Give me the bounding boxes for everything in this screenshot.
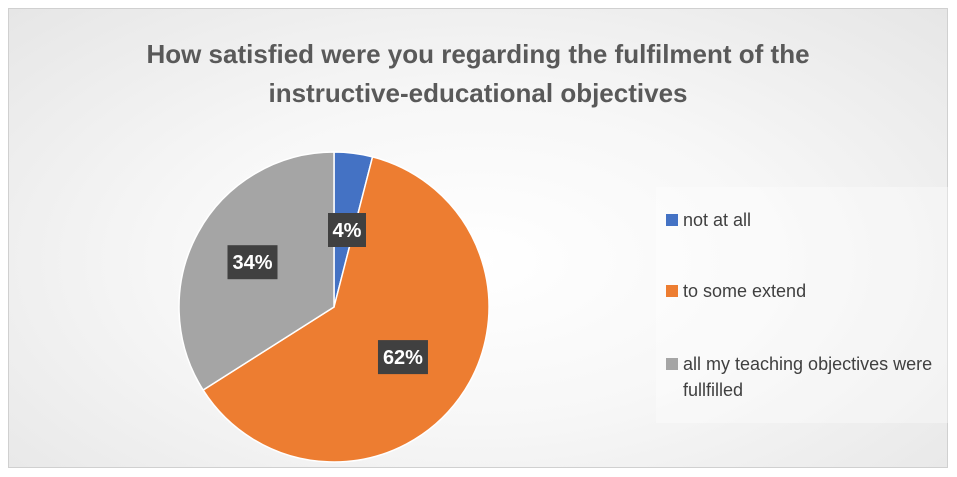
pie-data-labels: 4% 62% 34% <box>227 213 428 375</box>
legend: not at all to some extend all my teachin… <box>656 187 957 423</box>
legend-label: not at all <box>683 210 752 230</box>
data-label-text: 62% <box>383 347 423 369</box>
pie-chart: 4% 62% 34% <box>178 151 490 463</box>
legend-swatch-to-some-extend <box>666 285 678 297</box>
chart-title: How satisfied were you regarding the ful… <box>146 39 810 108</box>
legend-label: all my teaching objectives were fullfill… <box>683 354 933 400</box>
chart-area: How satisfied were you regarding the ful… <box>8 8 957 468</box>
legend-label: to some extend <box>683 281 807 301</box>
data-label-box <box>227 245 278 280</box>
data-label-box <box>377 340 428 375</box>
data-label-all-objectives-fulfilled: 34% <box>227 245 278 280</box>
legend-swatch-all-objectives-fulfilled <box>666 358 678 370</box>
data-label-text: 4% <box>333 220 362 242</box>
legend-item-not-at-all: not at all <box>666 207 953 233</box>
data-label-text: 34% <box>232 252 272 274</box>
legend-item-all-objectives-fulfilled: all my teaching objectives were fullfill… <box>666 351 953 403</box>
pie-slices <box>178 151 490 463</box>
data-label-box <box>328 213 366 247</box>
data-label-to-some-extend: 62% <box>377 340 428 375</box>
data-label-not-at-all: 4% <box>328 213 366 247</box>
legend-swatch-not-at-all <box>666 214 678 226</box>
legend-item-to-some-extend: to some extend <box>666 278 953 304</box>
pie-slice-to-some-extend <box>202 155 490 463</box>
